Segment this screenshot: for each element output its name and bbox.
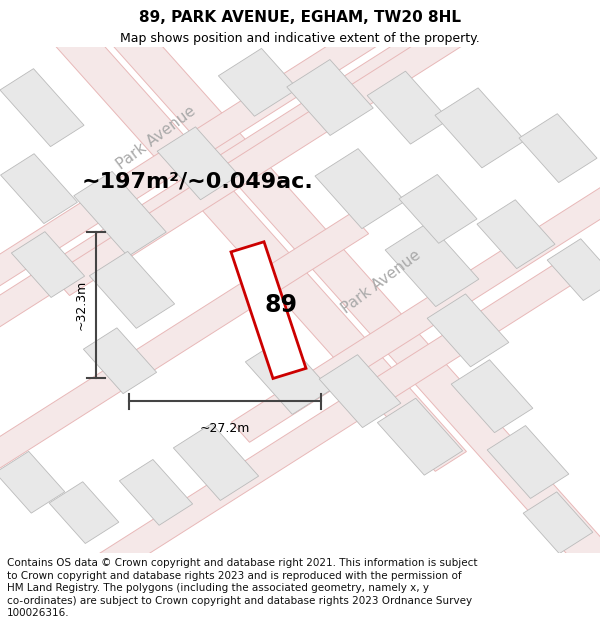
Polygon shape — [1, 154, 77, 224]
Polygon shape — [435, 88, 525, 168]
Text: Park Avenue: Park Avenue — [338, 248, 424, 317]
Text: Park Avenue: Park Avenue — [113, 104, 199, 172]
Polygon shape — [319, 354, 401, 428]
Polygon shape — [523, 492, 593, 554]
Text: to Crown copyright and database rights 2023 and is reproduced with the permissio: to Crown copyright and database rights 2… — [7, 571, 462, 581]
Polygon shape — [0, 16, 392, 432]
Polygon shape — [74, 171, 166, 256]
Text: 89: 89 — [264, 293, 297, 317]
Polygon shape — [245, 338, 331, 414]
Polygon shape — [157, 127, 239, 200]
Polygon shape — [52, 0, 600, 296]
Polygon shape — [399, 174, 477, 243]
Polygon shape — [0, 0, 466, 471]
Polygon shape — [0, 214, 368, 538]
Polygon shape — [11, 232, 85, 298]
Polygon shape — [0, 69, 84, 147]
Polygon shape — [0, 451, 65, 513]
Text: 100026316.: 100026316. — [7, 609, 70, 619]
Polygon shape — [477, 200, 555, 269]
Polygon shape — [519, 114, 597, 182]
Polygon shape — [287, 59, 373, 136]
Text: HM Land Registry. The polygons (including the associated geometry, namely x, y: HM Land Registry. The polygons (includin… — [7, 583, 429, 593]
Polygon shape — [89, 251, 175, 328]
Polygon shape — [119, 459, 193, 525]
Text: ~197m²/~0.049ac.: ~197m²/~0.049ac. — [82, 171, 314, 191]
Text: 89, PARK AVENUE, EGHAM, TW20 8HL: 89, PARK AVENUE, EGHAM, TW20 8HL — [139, 10, 461, 25]
Polygon shape — [49, 482, 119, 544]
Polygon shape — [377, 398, 463, 475]
Polygon shape — [173, 424, 259, 501]
Text: ~32.3m: ~32.3m — [74, 280, 88, 330]
Polygon shape — [385, 222, 479, 307]
Polygon shape — [367, 71, 449, 144]
Polygon shape — [231, 242, 306, 379]
Polygon shape — [74, 0, 600, 625]
Text: ~27.2m: ~27.2m — [200, 421, 250, 434]
Text: Map shows position and indicative extent of the property.: Map shows position and indicative extent… — [120, 32, 480, 45]
Polygon shape — [83, 328, 157, 394]
Polygon shape — [547, 239, 600, 301]
Polygon shape — [232, 56, 600, 442]
Polygon shape — [451, 360, 533, 432]
Polygon shape — [218, 48, 298, 116]
Polygon shape — [4, 249, 596, 625]
Polygon shape — [315, 149, 405, 229]
Polygon shape — [0, 0, 560, 366]
Polygon shape — [427, 294, 509, 367]
Text: co-ordinates) are subject to Crown copyright and database rights 2023 Ordnance S: co-ordinates) are subject to Crown copyr… — [7, 596, 472, 606]
Polygon shape — [487, 426, 569, 499]
Text: Contains OS data © Crown copyright and database right 2021. This information is : Contains OS data © Crown copyright and d… — [7, 558, 478, 568]
